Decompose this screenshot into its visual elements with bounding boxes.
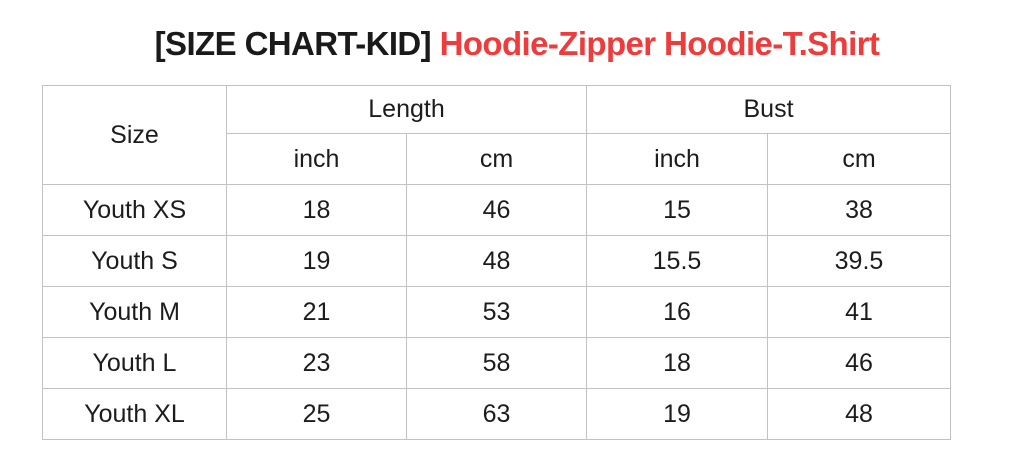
table-row: Youth L 23 58 18 46	[42, 337, 951, 389]
cell-bust-cm: 48	[767, 388, 951, 440]
header-bust-inch: inch	[586, 133, 768, 185]
table-header: Size Length Bust inch cm inch cm	[42, 85, 951, 185]
cell-bust-inch: 16	[586, 286, 768, 338]
table-body: Youth XS 18 46 15 38 Youth S 19 48 15.5 …	[42, 184, 951, 440]
cell-bust-inch: 15	[586, 184, 768, 236]
table-row: Youth S 19 48 15.5 39.5	[42, 235, 951, 287]
cell-size: Youth XL	[42, 388, 227, 440]
cell-bust-inch: 19	[586, 388, 768, 440]
cell-length-cm: 48	[406, 235, 587, 287]
size-chart-table: Size Length Bust inch cm inch cm Youth X…	[42, 85, 951, 440]
header-row-groups: Size Length Bust	[42, 85, 951, 185]
cell-length-cm: 63	[406, 388, 587, 440]
cell-bust-cm: 39.5	[767, 235, 951, 287]
cell-bust-inch: 15.5	[586, 235, 768, 287]
header-bust-cm: cm	[767, 133, 951, 185]
cell-bust-cm: 38	[767, 184, 951, 236]
table-row: Youth XS 18 46 15 38	[42, 184, 951, 236]
cell-size: Youth L	[42, 337, 227, 389]
header-group-bust: Bust	[586, 85, 951, 134]
page-title-product: Hoodie-Zipper Hoodie-T.Shirt	[439, 25, 880, 62]
header-length-cm: cm	[406, 133, 587, 185]
size-chart-table-wrap: Size Length Bust inch cm inch cm Youth X…	[42, 85, 951, 440]
cell-length-inch: 23	[226, 337, 407, 389]
cell-bust-inch: 18	[586, 337, 768, 389]
header-length-inch: inch	[226, 133, 407, 185]
table-row: Youth XL 25 63 19 48	[42, 388, 951, 440]
cell-length-inch: 25	[226, 388, 407, 440]
cell-length-inch: 19	[226, 235, 407, 287]
header-size: Size	[42, 85, 227, 185]
table-row: Youth M 21 53 16 41	[42, 286, 951, 338]
cell-length-inch: 18	[226, 184, 407, 236]
cell-length-cm: 58	[406, 337, 587, 389]
header-group-length: Length	[226, 85, 587, 134]
cell-length-cm: 53	[406, 286, 587, 338]
cell-length-inch: 21	[226, 286, 407, 338]
cell-bust-cm: 46	[767, 337, 951, 389]
cell-bust-cm: 41	[767, 286, 951, 338]
cell-size: Youth XS	[42, 184, 227, 236]
page-title-bracket: [SIZE CHART-KID]	[154, 25, 432, 62]
page-title: [SIZE CHART-KID] Hoodie-Zipper Hoodie-T.…	[0, 25, 1034, 62]
cell-size: Youth S	[42, 235, 227, 287]
cell-size: Youth M	[42, 286, 227, 338]
cell-length-cm: 46	[406, 184, 587, 236]
